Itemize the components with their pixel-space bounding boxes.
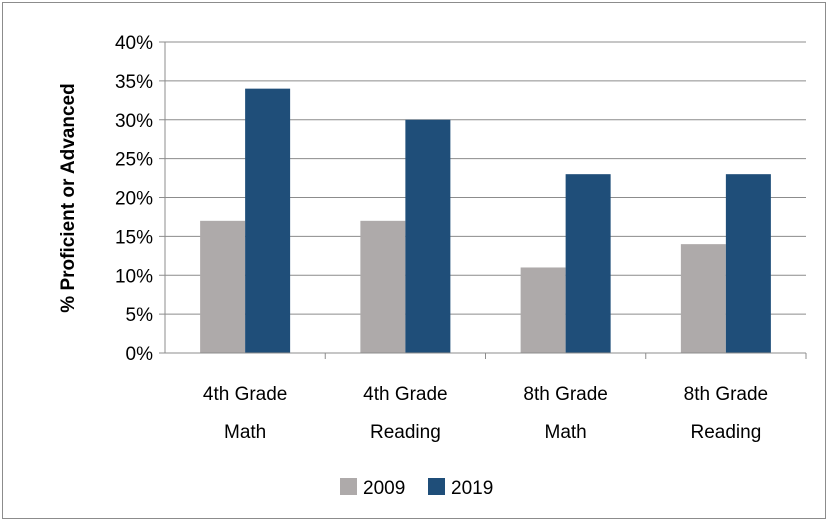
y-tick-label: 15% (115, 227, 153, 248)
category-label: Math (545, 422, 587, 443)
bar-2019 (725, 174, 771, 353)
y-tick-label: 40% (115, 33, 153, 54)
y-tick-label: 35% (115, 72, 153, 93)
bar-2019 (405, 119, 451, 353)
category-label: Math (224, 422, 266, 443)
y-tick-label: 25% (115, 150, 153, 171)
bar-2009 (680, 244, 726, 353)
y-tick-label: 30% (115, 111, 153, 132)
y-tick-label: 0% (126, 344, 154, 365)
category-label: 4th Grade (203, 384, 288, 405)
category-label: Reading (370, 422, 441, 443)
axes (159, 41, 807, 359)
y-tick-labels: 0% 5% 10% 15% 20% 25% 30% 35% 40% (115, 33, 153, 365)
category-label: 8th Grade (523, 384, 608, 405)
bars (200, 88, 771, 354)
legend-swatch-2009 (340, 478, 357, 495)
bar-2009 (360, 220, 406, 353)
category-labels: 4th Grade Math 4th Grade Reading 8th Grade Ma… (203, 384, 768, 443)
category-label: 8th Grade (684, 384, 769, 405)
y-tick-label: 20% (115, 189, 153, 210)
bar-2009 (520, 267, 566, 353)
legend: 2009 2019 (340, 478, 493, 499)
y-tick-label: 5% (126, 305, 154, 326)
category-label: 4th Grade (363, 384, 448, 405)
bar-2019 (565, 174, 611, 353)
bar-2009 (200, 220, 246, 353)
category-label: Reading (690, 422, 761, 443)
legend-label: 2019 (451, 478, 493, 499)
legend-swatch-2019 (428, 478, 445, 495)
bar-2019 (245, 88, 291, 354)
y-tick-label: 10% (115, 266, 153, 287)
legend-label: 2009 (363, 478, 405, 499)
y-axis-title: % Proficient or Advanced (58, 83, 79, 312)
